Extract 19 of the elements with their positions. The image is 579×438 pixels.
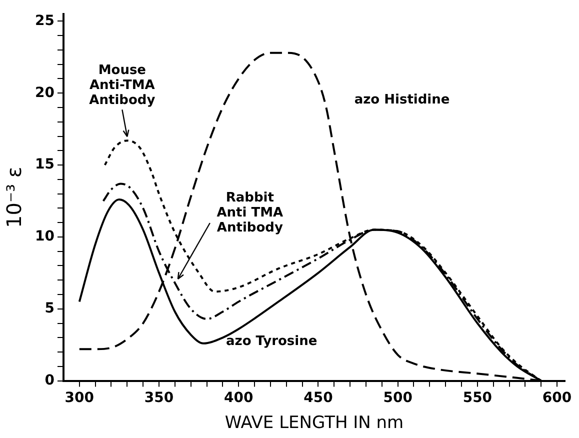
x-tick-label: 550: [462, 390, 492, 406]
annotation: azo Tyrosine: [226, 334, 318, 349]
y-tick-label: 15: [35, 156, 54, 173]
x-tick-label: 400: [224, 390, 254, 406]
annotation: Rabbit Anti TMA Antibody: [216, 190, 284, 236]
y-axis-title: 10⁻³ ε: [2, 166, 26, 228]
x-tick-label: 500: [383, 390, 413, 406]
x-tick-label: 600: [542, 390, 572, 406]
x-tick-label: 300: [64, 390, 94, 406]
y-tick-label: 20: [35, 84, 55, 101]
y-tick-label: 0: [44, 372, 55, 388]
y-tick-label: 5: [44, 300, 54, 317]
x-axis-title: WAVE LENGTH IN nm: [224, 413, 404, 434]
x-tick-label: 450: [304, 390, 334, 406]
y-tick-label: 10: [35, 228, 55, 245]
x-tick-label: 350: [144, 390, 174, 406]
annotation: azo Histidine: [354, 92, 450, 108]
annotation: Mouse Anti-TMA Antibody: [89, 62, 156, 108]
y-tick-label: 25: [35, 12, 54, 29]
